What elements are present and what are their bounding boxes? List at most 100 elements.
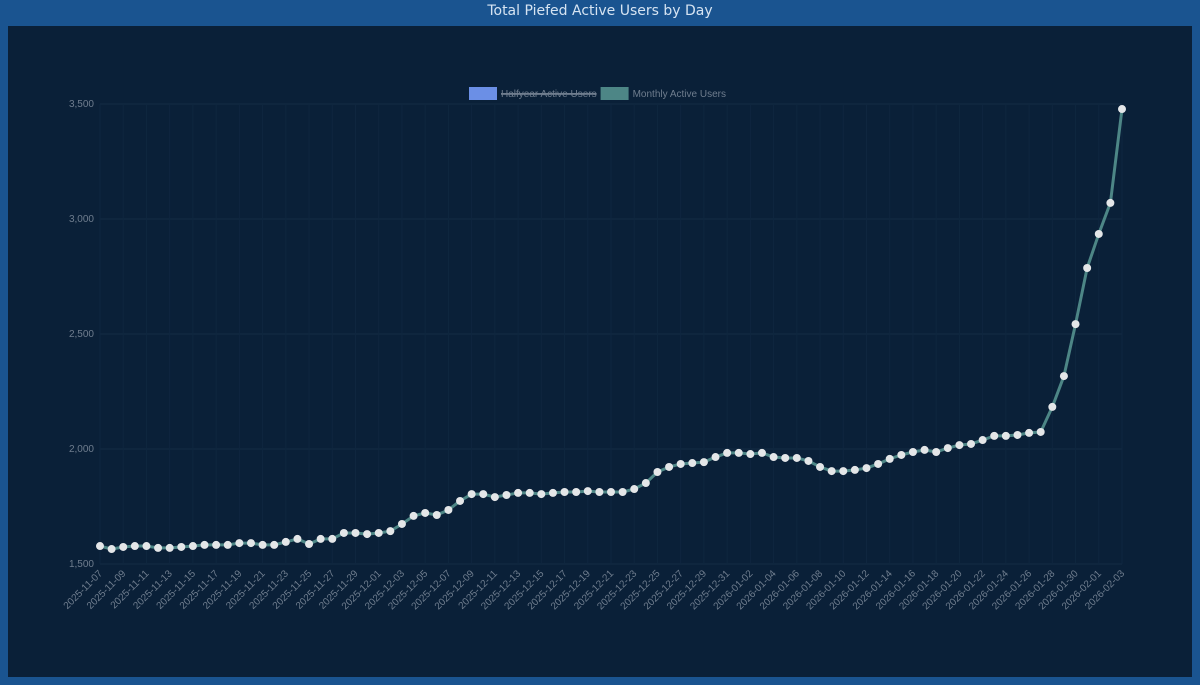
data-point (607, 488, 615, 497)
data-point (792, 453, 801, 462)
data-point (595, 488, 604, 497)
data-point (537, 490, 546, 499)
data-point (107, 545, 116, 554)
data-point (444, 505, 453, 514)
data-point (850, 465, 859, 474)
data-point (897, 450, 906, 459)
data-point (676, 459, 685, 468)
data-point (932, 447, 941, 456)
data-point (154, 543, 163, 552)
data-point (583, 487, 592, 496)
data-point (351, 528, 360, 537)
y-tick-label: 3,500 (69, 99, 94, 110)
data-point (641, 479, 650, 488)
data-point (363, 530, 372, 539)
chart: 1,5002,0002,5003,0003,5002025-11-072025-… (62, 87, 1127, 612)
chart-panel: 1,500 2,000 2,500 3,000 3,500 2025-11-07 2025-… (8, 26, 1192, 677)
data-point (1118, 105, 1126, 114)
data-point (270, 540, 279, 549)
legend-swatch (469, 87, 497, 100)
data-point (967, 439, 976, 448)
data-point (490, 493, 499, 502)
data-point (409, 511, 418, 520)
data-point (885, 454, 894, 463)
data-point (572, 488, 581, 497)
data-point (746, 450, 755, 459)
data-point (618, 488, 627, 497)
data-point (862, 464, 871, 473)
data-point (630, 485, 639, 494)
data-point (212, 540, 221, 549)
data-point (943, 444, 952, 453)
data-point (816, 462, 825, 471)
data-point (432, 511, 441, 520)
data-point (1059, 372, 1068, 381)
data-point (653, 468, 662, 476)
data-point (548, 488, 557, 497)
data-point (467, 490, 476, 499)
data-point (920, 445, 929, 454)
data-point (165, 543, 174, 552)
data-point (246, 539, 255, 548)
data-point (665, 462, 674, 471)
chart-title: Total Piefed Active Users by Day (487, 3, 713, 19)
data-point (328, 534, 337, 543)
data-point (990, 431, 999, 440)
data-point (1094, 229, 1103, 238)
data-point (908, 447, 917, 456)
data-point (142, 542, 151, 551)
data-point (839, 467, 848, 476)
data-point (711, 453, 720, 462)
data-point (1036, 427, 1045, 436)
data-point (1071, 320, 1080, 329)
data-point (955, 441, 964, 450)
data-point (525, 488, 534, 497)
data-point (386, 527, 395, 536)
data-point (421, 508, 430, 517)
data-point (781, 453, 790, 462)
data-point (96, 542, 104, 551)
data-point (293, 534, 302, 543)
data-point (769, 453, 778, 462)
data-point (827, 467, 836, 476)
data-point (188, 542, 197, 551)
data-point (223, 540, 232, 549)
data-point (200, 540, 209, 549)
data-point (1025, 428, 1034, 437)
data-point (978, 436, 987, 445)
data-point (723, 448, 732, 457)
data-point (258, 540, 267, 549)
data-point (1013, 430, 1022, 439)
y-tick-label: 1,500 (69, 559, 94, 570)
data-point (316, 534, 325, 543)
legend-label: Monthly Active Users (633, 89, 726, 100)
data-point (699, 458, 708, 467)
data-point (874, 459, 883, 468)
data-point (456, 496, 465, 505)
data-point (804, 456, 813, 465)
data-point (177, 542, 186, 551)
data-point (1106, 198, 1115, 207)
y-tick-label: 2,000 (69, 444, 94, 455)
legend-swatch (600, 87, 629, 100)
data-point (374, 528, 383, 537)
y-tick-label: 3,000 (69, 214, 94, 225)
data-point (235, 539, 244, 548)
legend-label: Halfyear Active Users (501, 89, 597, 100)
data-point (397, 519, 406, 528)
data-point (1001, 431, 1010, 440)
data-point (1083, 263, 1092, 272)
y-tick-label: 2,500 (69, 329, 94, 340)
data-point (119, 542, 128, 551)
data-point (1048, 402, 1057, 411)
data-point (757, 448, 766, 457)
data-point (130, 542, 139, 551)
data-point (305, 539, 314, 548)
data-point (514, 488, 523, 497)
data-point (734, 448, 743, 457)
data-point (479, 490, 488, 499)
data-point (281, 537, 290, 546)
data-point (560, 488, 569, 497)
data-point (339, 528, 348, 537)
